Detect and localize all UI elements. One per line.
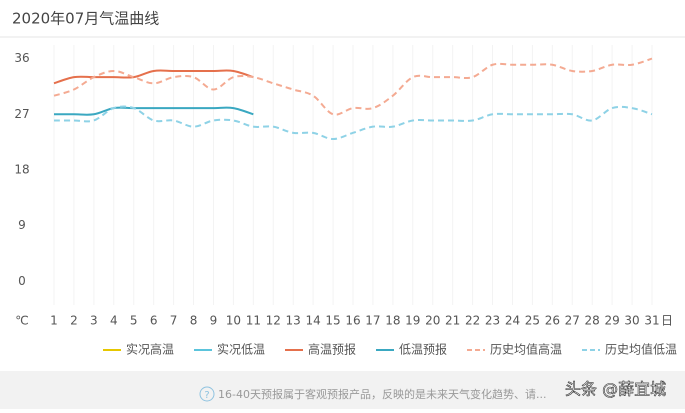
x-tick-label: 6 — [150, 314, 158, 328]
legend-label: 历史均值低温 — [605, 342, 677, 357]
x-tick-label: 24 — [505, 314, 520, 328]
legend-label: 高温预报 — [308, 342, 356, 357]
x-tick-label: 13 — [286, 314, 301, 328]
footer-note: 16-40天预报属于客观预报产品，反映的是未来天气变化趋势、请... — [218, 387, 546, 401]
x-tick-label: 28 — [585, 314, 600, 328]
y-tick-label: 0 — [18, 274, 26, 288]
x-tick-label: 11 — [246, 314, 261, 328]
x-tick-label: 8 — [190, 314, 198, 328]
x-tick-label: 19 — [405, 314, 420, 328]
x-tick-label: 15 — [325, 314, 340, 328]
help-icon-mark: ? — [204, 390, 209, 401]
x-tick-label: 2 — [70, 314, 78, 328]
x-tick-label: 26 — [545, 314, 560, 328]
legend-label: 实况低温 — [217, 342, 265, 357]
x-tick-label: 14 — [305, 314, 320, 328]
help-icon — [199, 386, 215, 402]
x-tick-label: 16 — [345, 314, 360, 328]
y-unit: ℃ — [15, 314, 28, 328]
x-tick-label: 20 — [425, 314, 440, 328]
x-tick-label: 4 — [110, 314, 118, 328]
series-line — [54, 105, 653, 141]
y-tick-label: 36 — [14, 51, 29, 65]
y-tick-label: 9 — [18, 218, 26, 232]
x-tick-label: 1 — [50, 314, 58, 328]
x-tick-label: 29 — [604, 314, 619, 328]
y-tick-label: 18 — [14, 163, 29, 177]
legend-label: 实况高温 — [126, 342, 174, 357]
x-tick-label: 7 — [170, 314, 178, 328]
series-line — [53, 106, 254, 116]
x-tick-label: 9 — [210, 314, 218, 328]
x-tick-label: 21 — [445, 314, 460, 328]
x-tick-label: 5 — [130, 314, 138, 328]
x-tick-label: 25 — [525, 314, 540, 328]
x-tick-label: 31 — [644, 314, 659, 328]
series-line — [53, 69, 254, 85]
x-tick-label: 23 — [485, 314, 500, 328]
x-tick-label: 10 — [226, 314, 241, 328]
y-tick-label: 27 — [14, 107, 29, 121]
x-tick-label: 30 — [624, 314, 639, 328]
x-tick-label: 18 — [385, 314, 400, 328]
x-tick-label: 22 — [465, 314, 480, 328]
x-tick-label: 3 — [90, 314, 98, 328]
legend-label: 低温预报 — [399, 342, 447, 357]
x-tick-label: 12 — [266, 314, 281, 328]
watermark: 头条 @薛宜城 — [565, 380, 666, 399]
footer-bar — [0, 371, 685, 409]
x-tick-label: 27 — [565, 314, 580, 328]
chart-title: 2020年07月气温曲线 — [12, 10, 159, 28]
x-unit: 日 — [661, 314, 673, 328]
x-tick-label: 17 — [365, 314, 380, 328]
legend-label: 历史均值高温 — [490, 342, 562, 357]
series-line — [53, 57, 653, 116]
